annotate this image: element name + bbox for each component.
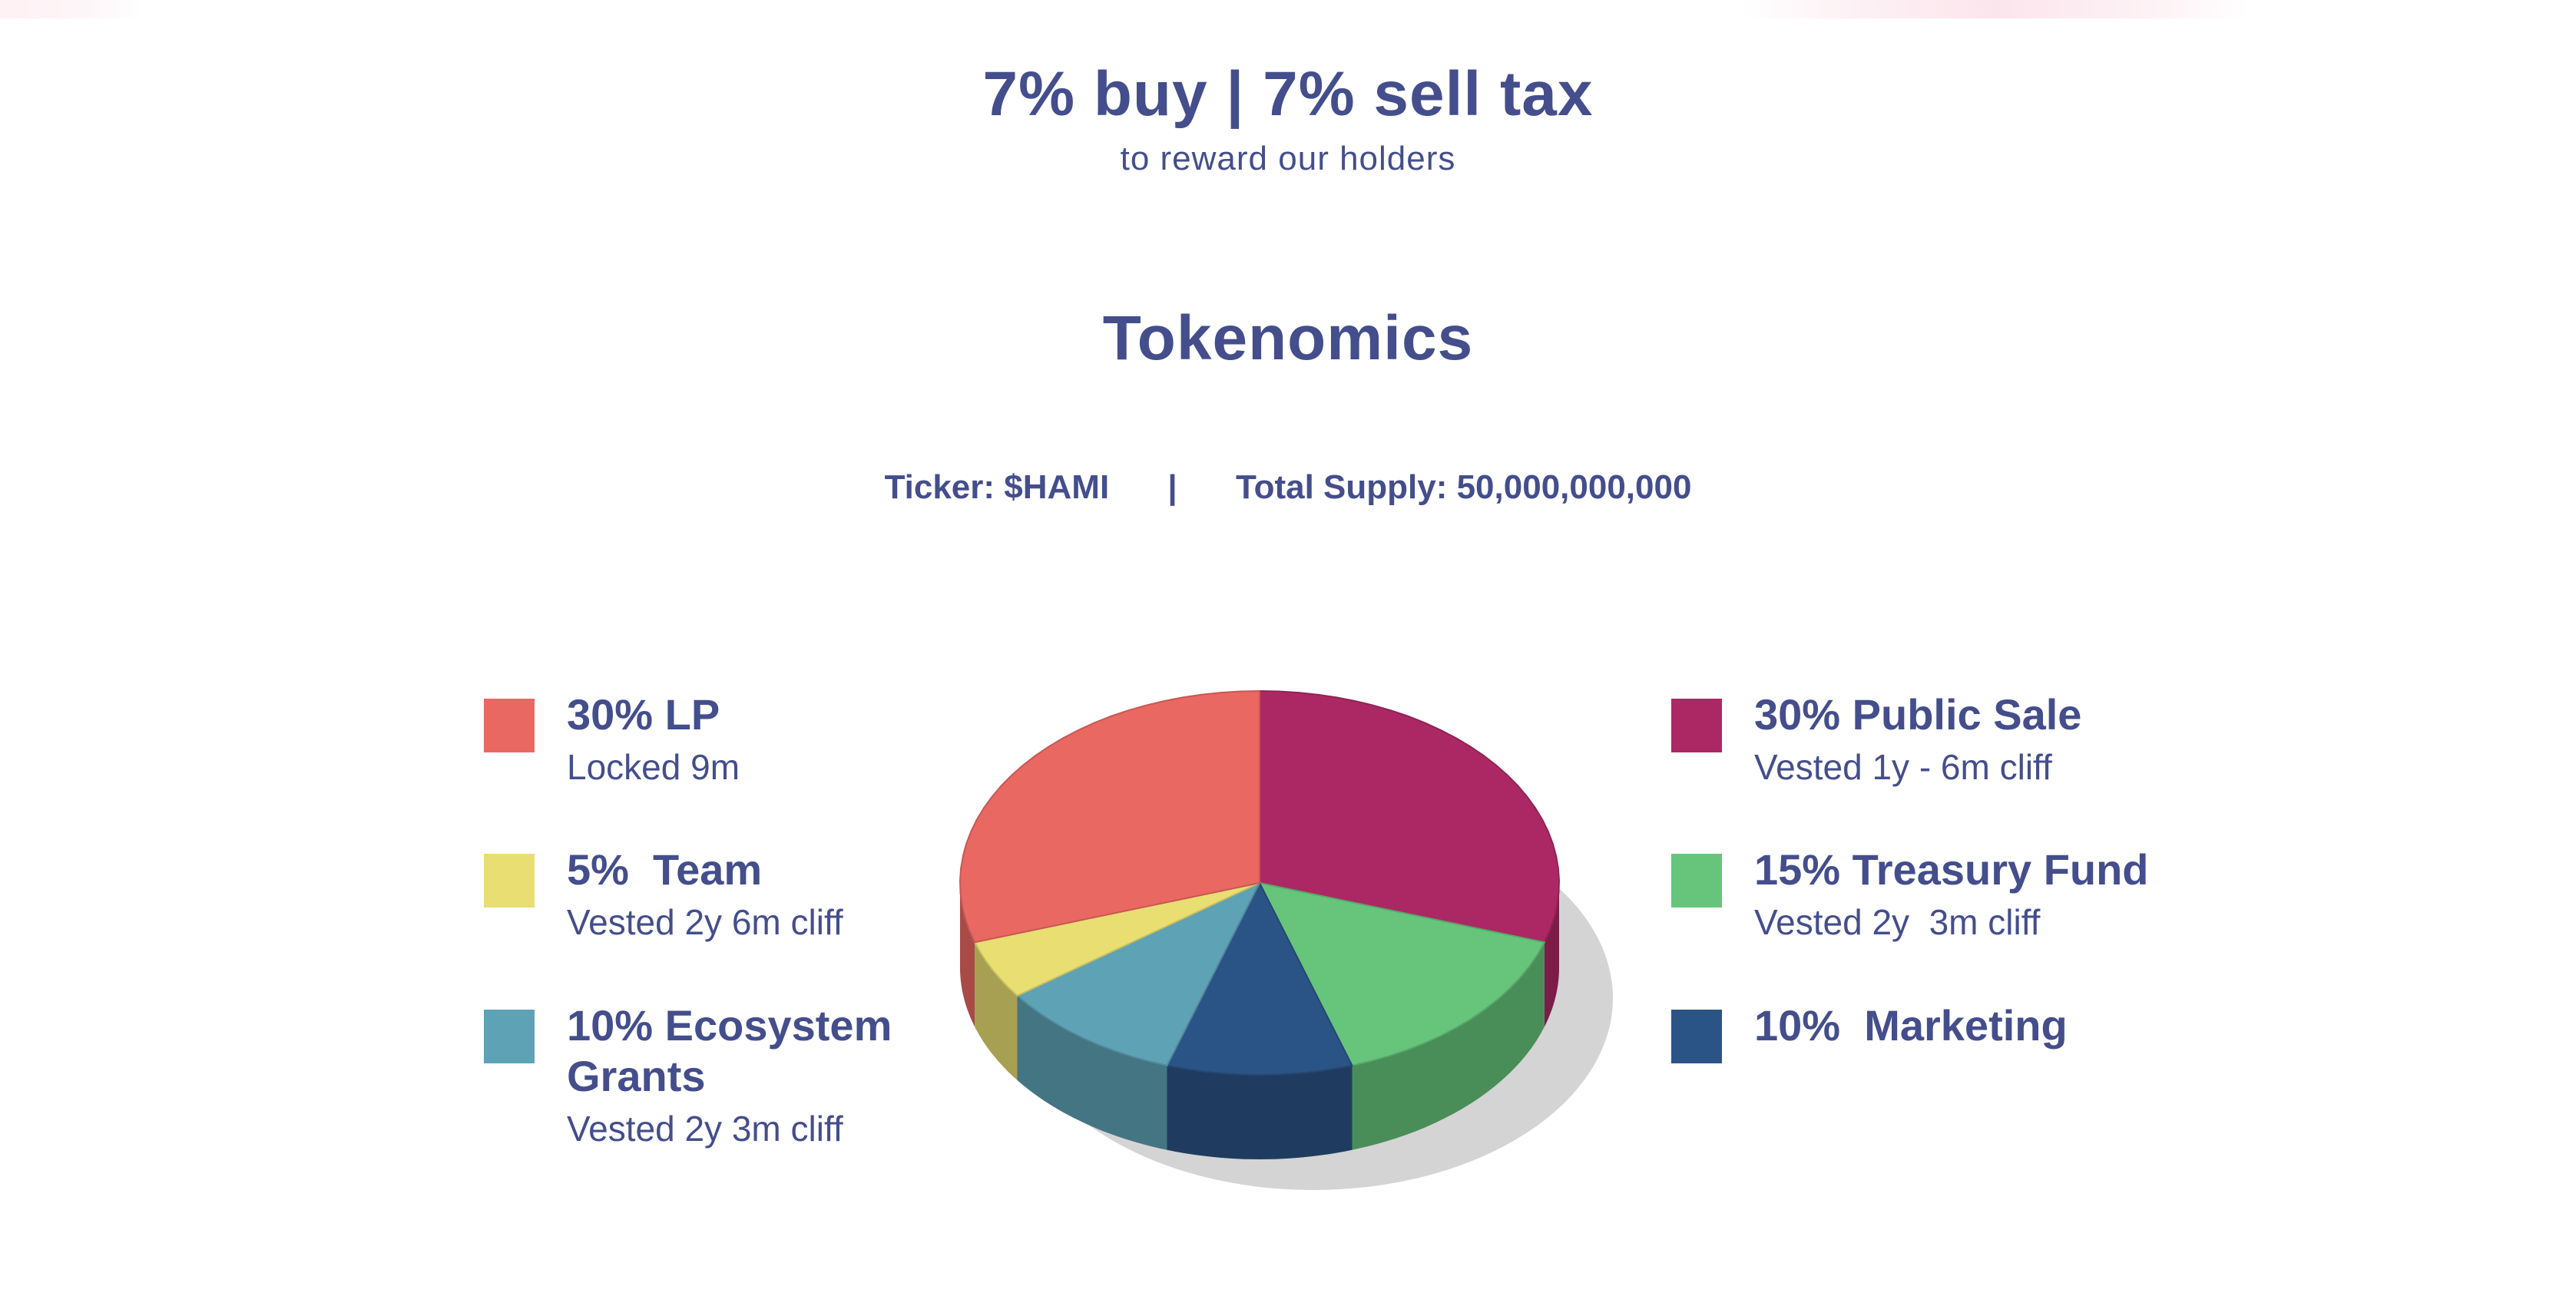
legend-swatch-ecosystem	[484, 1010, 535, 1063]
pie-slice-treasury-fund	[1258, 881, 1546, 1066]
pie-side-ecosystem-grants-0	[1017, 995, 1167, 1150]
legend-label-public-sale: 30% Public Sale	[1754, 690, 2082, 739]
legend-swatch-public-sale	[1671, 699, 1722, 752]
pie-side-treasury-fund-0	[1352, 942, 1545, 1150]
legend-label-ecosystem-line1: 10% Ecosystem	[567, 1001, 892, 1050]
ticker-text: Ticker: $HAMI	[884, 468, 1110, 506]
legend-note-ecosystem: Vested 2y 3m cliff	[567, 1109, 843, 1149]
legend-swatch-lp	[484, 699, 535, 752]
legend-label-lp: 30% LP	[567, 690, 720, 739]
pie-slice-marketing	[1166, 881, 1353, 1076]
legend-swatch-team	[484, 854, 535, 908]
legend-label-ecosystem-line2: Grants	[567, 1052, 706, 1100]
tax-subtitle: to reward our holders	[1120, 140, 1456, 177]
legend-note-treasury: Vested 2y 3m cliff	[1754, 902, 2041, 942]
legend-label-treasury: 15% Treasury Fund	[1754, 845, 2149, 894]
legend-note-team: Vested 2y 6m cliff	[567, 902, 843, 942]
pie-slice-team	[973, 882, 1260, 997]
pie-side-public-sale-0	[1544, 883, 1559, 1027]
legend-label-marketing: 10% Marketing	[1754, 1001, 2068, 1050]
legend-swatch-marketing	[1671, 1010, 1722, 1063]
top-decoration-left	[0, 0, 143, 18]
pie-side-team-0	[975, 942, 1018, 1080]
total-supply-text: Total Supply: 50,000,000,000	[1235, 468, 1692, 506]
token-meta: Ticker: $HAMI | Total Supply: 50,000,000…	[0, 468, 2576, 507]
pie-slice-public-sale	[1259, 689, 1561, 944]
meta-separator: |	[1167, 468, 1177, 506]
tokenomics-pie-chart	[959, 689, 1613, 1190]
pie-side-marketing-0	[1167, 1065, 1353, 1159]
legend-swatch-treasury	[1671, 854, 1722, 908]
pie-side-lp-0	[960, 883, 975, 1027]
pie-slice-ecosystem-grants	[1015, 881, 1262, 1066]
legend-note-lp: Locked 9m	[567, 747, 740, 787]
top-decoration-right	[1742, 0, 2249, 18]
tax-title: 7% buy | 7% sell tax	[982, 59, 1594, 129]
pie-slice-lp	[959, 689, 1260, 944]
legend-label-team: 5% Team	[567, 845, 763, 894]
legend-note-public-sale: Vested 1y - 6m cliff	[1754, 747, 2052, 787]
tokenomics-title: Tokenomics	[1102, 303, 1474, 373]
